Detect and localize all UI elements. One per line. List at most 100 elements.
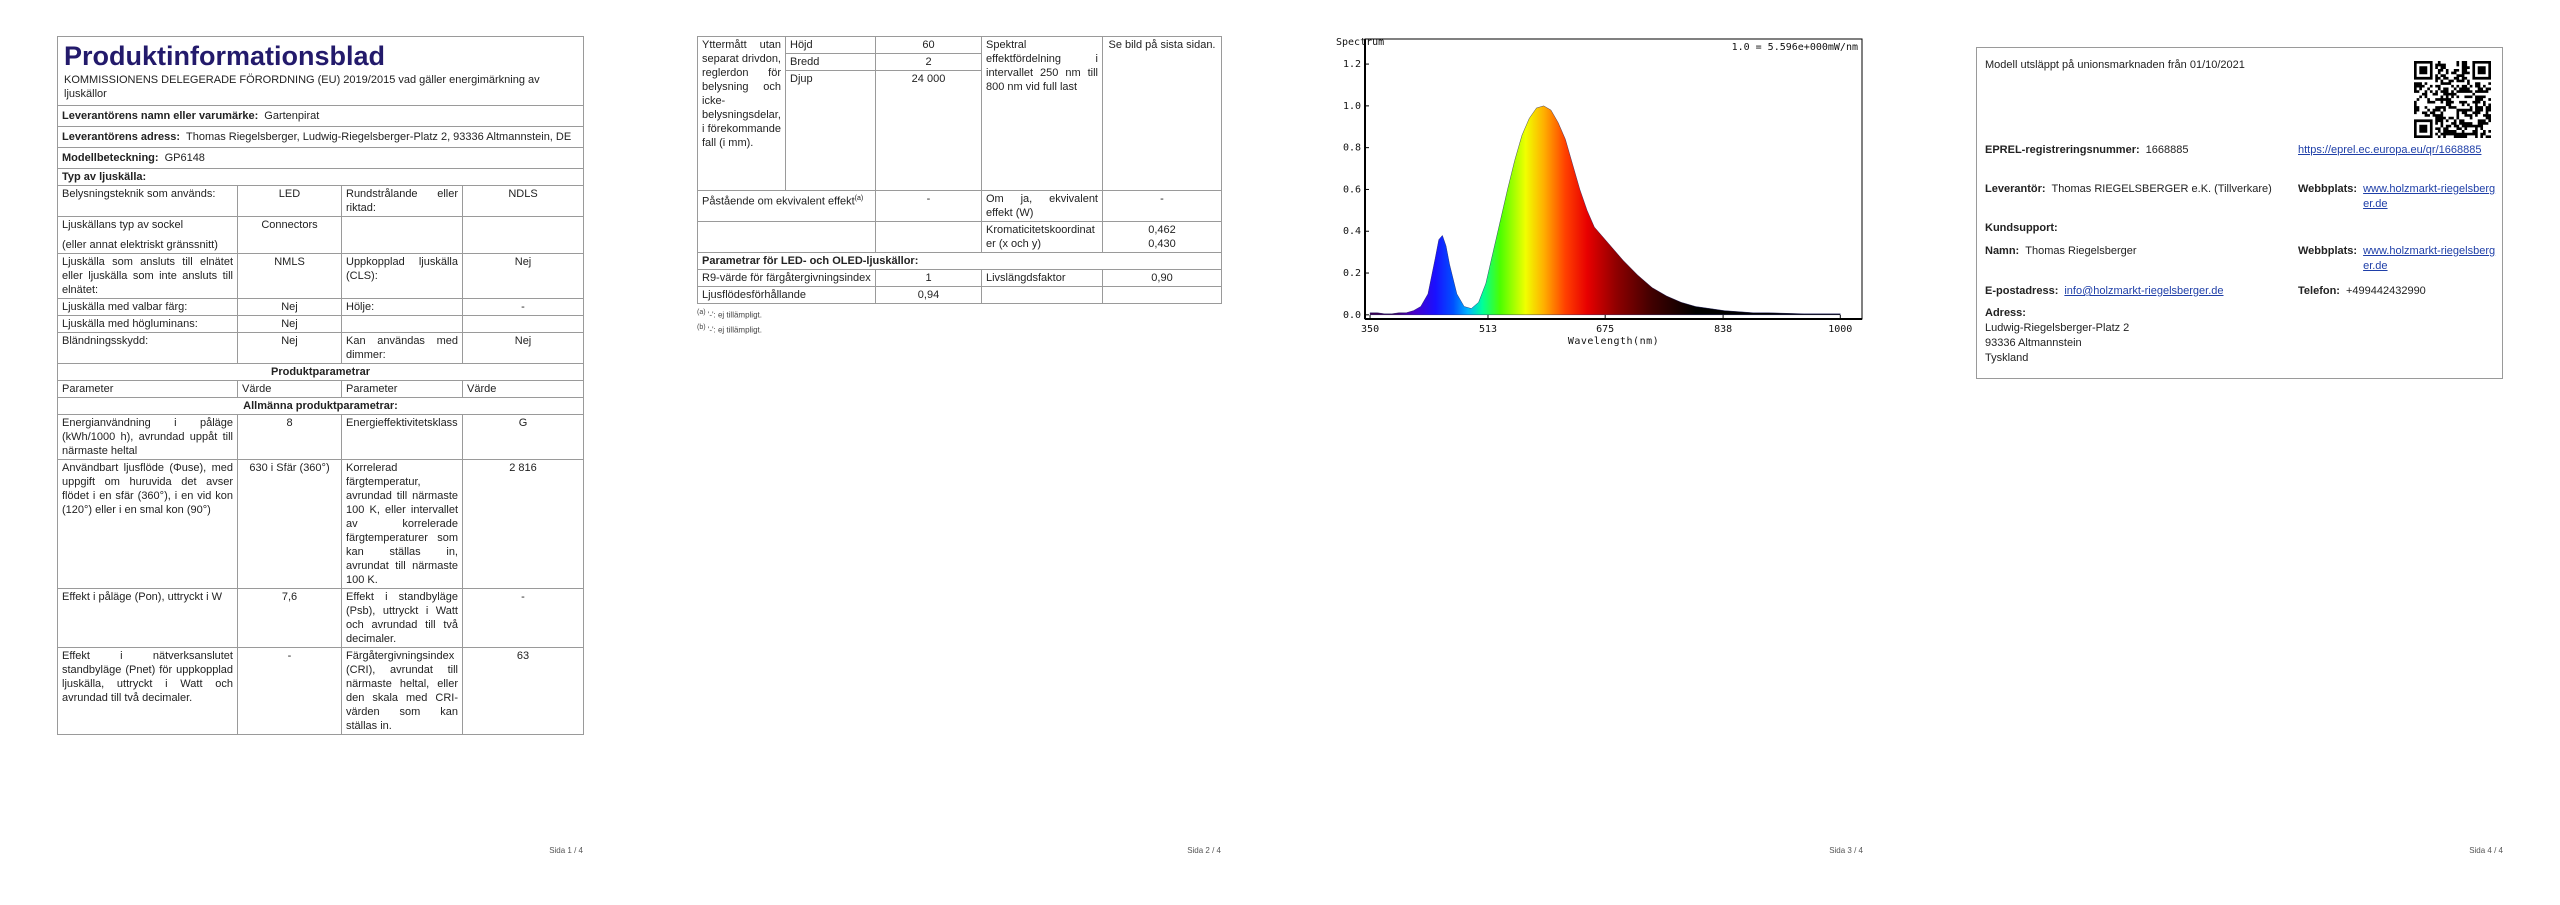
spectrum-area	[1369, 105, 1841, 316]
page-footer: Sida 1 / 4	[549, 846, 583, 855]
table-cell: Nej	[461, 332, 585, 364]
x-tick-label: 1000	[1828, 324, 1852, 335]
cell-text: Bländningsskydd:	[62, 335, 149, 347]
chart-title: Spectrum	[1336, 37, 1384, 48]
footnote: (a) '-': ej tillämpligt.	[697, 307, 1222, 322]
parameter-table: Yttermått utan separat drivdon, reglerdo…	[697, 36, 1222, 304]
field-value: Thomas Riegelsberger, Ludwig-Riegelsberg…	[186, 131, 572, 143]
x-axis-label: Wavelength(nm)	[1568, 336, 1659, 347]
table-cell: Nej	[461, 253, 585, 299]
table-row: Parameter Värde Parameter Värde	[57, 380, 585, 398]
y-tick-label: 1.2	[1343, 59, 1361, 70]
table-row: Bländningsskydd: Nej Kan användas med dimm…	[57, 332, 585, 364]
table-cell: LED	[237, 185, 342, 217]
table-cell	[341, 315, 463, 333]
website-link[interactable]: www.holzmarkt-riegelsberger.de	[2363, 245, 2496, 272]
table-row: Yttermått utan separat drivdon, reglerdo…	[697, 36, 1222, 191]
table-cell: Spektral effektfördelning i intervallet …	[981, 36, 1103, 191]
table-cell: -	[461, 298, 585, 316]
table-cell	[461, 315, 585, 333]
cell-text: 2 816	[509, 462, 537, 474]
table-cell: Bländningsskydd:	[57, 332, 238, 364]
field-label: Adress:	[1985, 307, 2026, 319]
table-row: Allmänna produktparametrar:	[56, 397, 585, 415]
cell-text: Nej	[281, 301, 298, 313]
cell-text: 630 i Sfär (360°)	[249, 462, 330, 474]
table-cell: Uppkopplad ljuskälla (CLS):	[341, 253, 463, 299]
cell-text: Hölje:	[346, 301, 375, 313]
website-link[interactable]: www.holzmarkt-riegelsberger.de	[2363, 183, 2496, 210]
cell-text: Användbart ljusflöde (Φuse), med uppgift…	[62, 462, 233, 516]
table-cell: Höjd	[785, 36, 876, 54]
table-cell: Effekt i standbyläge (Psb), uttryckt i W…	[341, 588, 463, 648]
cell-text: Ljuskällans typ av sockel	[62, 219, 184, 231]
y-tick-label: 0.8	[1343, 143, 1361, 154]
table-row: Produktinformationsblad KOMMISSIONENS DEL…	[56, 36, 585, 106]
table-cell: Användbart ljusflöde (Φuse), med uppgift…	[57, 459, 238, 589]
footnote-text: '-': ej tillämpligt.	[707, 325, 762, 335]
table-cell: -	[1102, 190, 1222, 222]
email-link[interactable]: info@holzmarkt-riegelsberger.de	[2064, 285, 2224, 297]
field-label: E-postadress:	[1985, 285, 2059, 297]
table-cell: R9-värde för färgåtergivningsindex	[697, 269, 876, 287]
table-cell: Energianvändning i påläge (kWh/1000 h), …	[57, 414, 238, 460]
field-label: EPREL-registreringsnummer:	[1985, 144, 2140, 156]
table-cell: 0,94	[875, 286, 982, 304]
title-cell: Produktinformationsblad KOMMISSIONENS DEL…	[56, 36, 585, 106]
table-row: Ljuskälla som ansluts till elnätet eller…	[57, 253, 585, 299]
table-cell: Ljuskälla med valbar färg:	[57, 298, 238, 316]
field-value: 1668885	[2145, 144, 2189, 156]
field-label: Webbplats:	[2298, 245, 2358, 257]
cell-text: 0,430	[1148, 238, 1176, 250]
x-tick-label: 838	[1714, 324, 1732, 335]
y-tick-label: 0.4	[1343, 226, 1361, 237]
table-cell: Yttermått utan separat drivdon, reglerdo…	[697, 36, 786, 191]
qr-modules	[2414, 61, 2491, 138]
table-cell: 0,90	[1102, 269, 1222, 287]
address-line: 93336 Altmannstein	[1985, 337, 2082, 349]
table-row: Leverantörens adress: Thomas Riegelsberge…	[56, 126, 585, 148]
table-row: Parametrar för LED- och OLED-ljuskällor:	[697, 252, 1222, 270]
cell-text: Uppkopplad ljuskälla (CLS):	[346, 256, 458, 282]
cell-text: G	[518, 417, 528, 429]
y-tick-label: 1.0	[1343, 101, 1361, 112]
table-cell: Nej	[237, 298, 342, 316]
footnote-ref: (a)	[697, 309, 706, 316]
table-cell: Om ja, ekvivalent effekt (W)	[981, 190, 1103, 222]
table-row: Typ av ljuskälla:	[56, 168, 585, 186]
field: Namn: Thomas Riegelsberger	[1985, 244, 2137, 259]
column-header: Parameter	[57, 380, 238, 398]
table-cell: Färgåtergivningsindex (CRI), avrundat ti…	[341, 647, 463, 735]
cell-text: 8	[286, 417, 293, 429]
table-cell: 60	[875, 36, 982, 54]
address-line: Tyskland	[1985, 352, 2029, 364]
field-label: Namn:	[1985, 245, 2020, 257]
table-cell: Connectors	[237, 216, 342, 254]
table-cell: 7,6	[237, 588, 342, 648]
cell-text: Nej	[514, 335, 532, 347]
table-cell: -	[461, 588, 585, 648]
page-2: Yttermått utan separat drivdon, reglerdo…	[697, 36, 1222, 336]
table-cell: NDLS	[461, 185, 585, 217]
table-cell: Djup	[785, 70, 876, 191]
table-cell: Kan användas med dimmer:	[341, 332, 463, 364]
table-cell: Energieffektivitetsklass	[341, 414, 463, 460]
footnote: (b) '-': ej tillämpligt.	[697, 322, 1222, 337]
eprel-link[interactable]: https://eprel.ec.europa.eu/qr/1668885	[2298, 144, 2482, 156]
table-cell: 63	[461, 647, 585, 735]
cell-text: Ljuskälla med valbar färg:	[62, 301, 188, 313]
field-label: Leverantörens adress:	[62, 131, 180, 143]
page-footer: Sida 3 / 4	[1829, 846, 1863, 855]
product-table: Produktinformationsblad KOMMISSIONENS DEL…	[56, 36, 585, 735]
table-row: Kromaticitetskoordinater (x och y) 0,462…	[697, 221, 1222, 253]
cell-text: 7,6	[281, 591, 298, 603]
table-cell	[461, 216, 585, 254]
table-cell	[875, 221, 982, 253]
cell-text: Ljuskälla som ansluts till elnätet eller…	[62, 256, 233, 296]
cell-text: Energianvändning i påläge (kWh/1000 h), …	[62, 417, 233, 457]
chart-annotation: 1.0 = 5.596e+000mW/nm	[1732, 42, 1858, 53]
table-cell: Ljuskällans typ av sockel (eller annat el…	[57, 216, 238, 254]
field: Webbplats: www.holzmarkt-riegelsberger.de	[2298, 244, 2498, 274]
y-tick-label: 0.0	[1343, 310, 1361, 321]
